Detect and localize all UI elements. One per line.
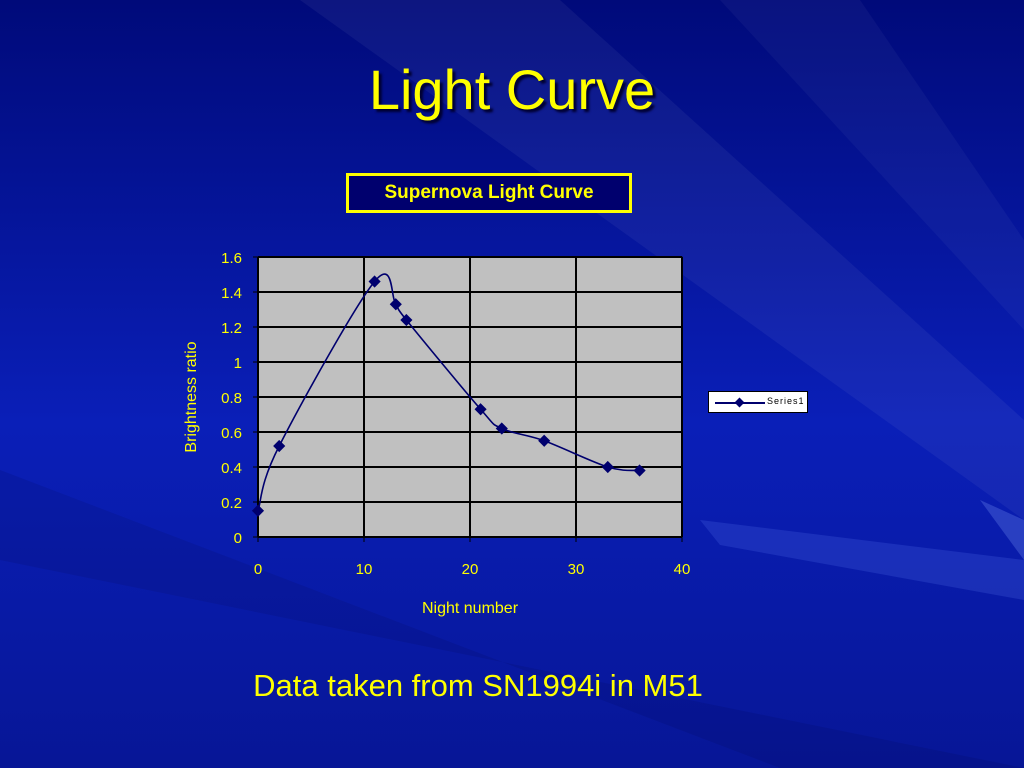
y-tick-label: 0.8	[221, 390, 242, 407]
y-tick-label: 0	[234, 530, 242, 547]
data-point-marker	[368, 275, 381, 288]
x-tick-label: 10	[356, 561, 373, 578]
y-tick-label: 1.2	[221, 320, 242, 337]
data-point-marker	[495, 422, 508, 435]
chart-legend: Series1	[708, 391, 808, 413]
x-tick-label: 0	[254, 561, 262, 578]
x-tick-label: 40	[674, 561, 691, 578]
series-markers	[251, 275, 646, 517]
slide-caption: Data taken from SN1994i in M51	[253, 668, 703, 703]
y-axis-label: Brightness ratio	[183, 341, 200, 452]
chart-title: Supernova Light Curve	[346, 173, 632, 213]
y-tick-label: 1.4	[221, 285, 242, 302]
data-point-marker	[633, 464, 646, 477]
x-axis-label: Night number	[422, 600, 519, 617]
data-point-marker	[474, 403, 487, 416]
x-tick-label: 20	[462, 561, 479, 578]
y-tick-label: 0.6	[221, 425, 242, 442]
x-tick-label: 30	[568, 561, 585, 578]
slide-title: Light Curve	[368, 58, 656, 121]
y-tick-label: 0.4	[221, 460, 242, 477]
data-point-marker	[400, 313, 413, 327]
data-point-marker	[538, 434, 551, 447]
legend-label: Series1	[767, 396, 805, 406]
data-point-marker	[273, 439, 286, 453]
legend-diamond-icon	[734, 397, 745, 408]
data-point-marker	[389, 298, 402, 311]
y-tick-label: 1	[234, 355, 242, 372]
x-tick-labels: 0 10 20 30 40	[254, 561, 691, 578]
y-tick-labels: 0 0.2 0.4 0.6 0.8 1 1.2 1.4 1.6	[221, 250, 242, 547]
series-line	[257, 273, 640, 511]
y-tick-label: 0.2	[221, 495, 242, 512]
data-point-marker	[601, 460, 614, 474]
y-tick-label: 1.6	[221, 250, 242, 267]
data-point-marker	[251, 504, 265, 517]
